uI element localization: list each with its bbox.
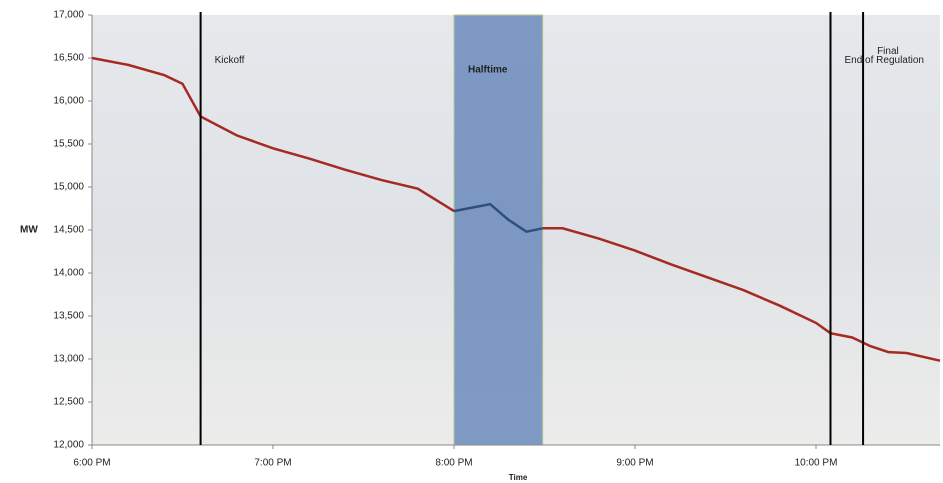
x-tick-label: 9:00 PM	[616, 458, 653, 469]
y-tick-label: 13,500	[53, 311, 84, 322]
x-tick-label: 6:00 PM	[73, 458, 110, 469]
x-tick-label: 10:00 PM	[795, 458, 838, 469]
y-tick-label: 13,000	[53, 354, 84, 365]
chart: MW Time Halftime 12,000 12,500 13,000 13,500…	[0, 0, 943, 483]
x-tick-label: 7:00 PM	[254, 458, 291, 469]
x-tick-label: 8:00 PM	[435, 458, 472, 469]
y-tick-label: 15,500	[53, 139, 84, 150]
y-tick-label: 12,000	[53, 440, 84, 451]
y-tick-label: 16,000	[53, 96, 84, 107]
y-tick-label: 17,000	[53, 10, 84, 21]
y-axis-title: MW	[20, 225, 38, 236]
y-tick-label: 12,500	[53, 397, 84, 408]
y-tick-label: 14,000	[53, 268, 84, 279]
y-tick-label: 14,500	[53, 225, 84, 236]
chart-page: MW Time Halftime 12,000 12,500 13,000 13,500…	[0, 0, 943, 483]
event-label: Kickoff	[215, 53, 295, 68]
band-label: Halftime	[468, 65, 508, 76]
y-tick-label: 16,500	[53, 53, 84, 64]
event-label: Final	[877, 44, 943, 59]
y-tick-label: 15,000	[53, 182, 84, 193]
x-axis-title: Time	[509, 473, 528, 482]
